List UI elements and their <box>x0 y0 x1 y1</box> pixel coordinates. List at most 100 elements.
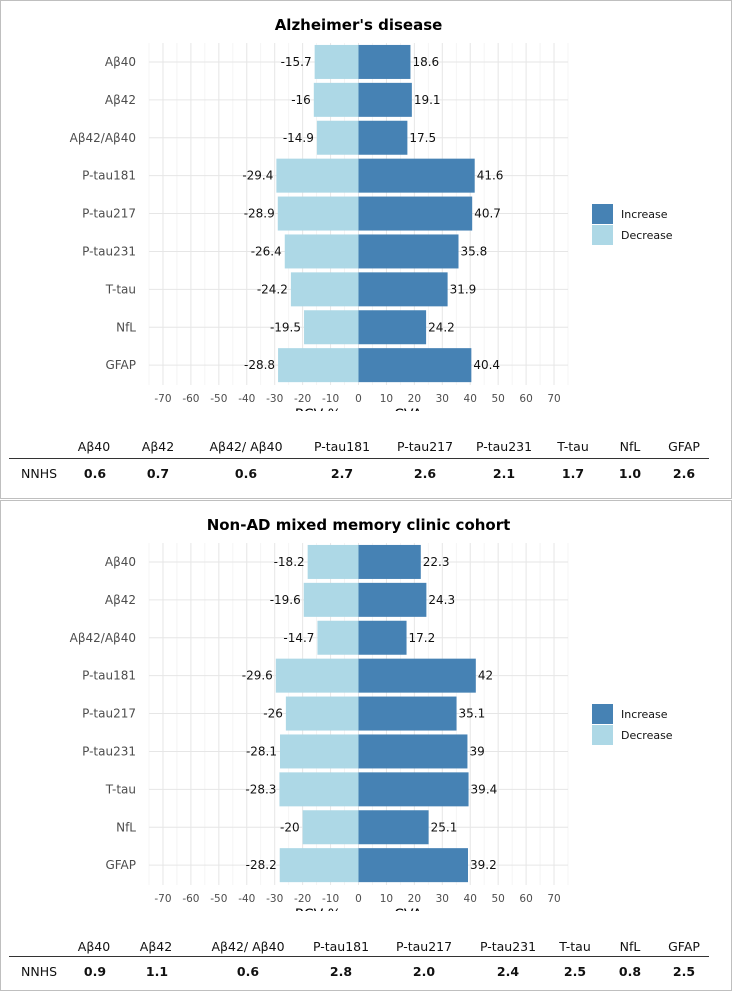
bar-decrease <box>275 658 359 693</box>
nnhs-divider <box>9 458 709 459</box>
x-tick-label: -40 <box>238 393 255 405</box>
data-label-increase: 17.2 <box>409 631 436 645</box>
data-label-decrease: -26 <box>263 707 283 721</box>
nnhs-value-cell: 2.6 <box>672 466 696 481</box>
x-tick-label: 30 <box>436 393 449 405</box>
data-label-increase: 18.6 <box>412 55 439 69</box>
bar-increase <box>358 620 407 655</box>
category-label: P-tau217 <box>82 207 136 221</box>
x-tick-label: 0 <box>355 393 362 405</box>
x-tick-label: 40 <box>464 893 477 905</box>
nnhs-header-cell: P-tau181 <box>313 439 371 454</box>
nnhs-value-cell: 2.1 <box>492 466 516 481</box>
x-tick-label: 70 <box>547 393 560 405</box>
data-label-decrease: -20 <box>280 820 300 834</box>
legend-swatch <box>592 704 613 724</box>
bar-increase <box>358 196 473 231</box>
bar-increase <box>358 234 459 269</box>
nnhs-header-cell: P-tau231 <box>475 439 533 454</box>
bar-increase <box>358 848 468 883</box>
nnhs-header-cell: P-tau181 <box>312 939 370 954</box>
nnhs-value-row: NNHS 0.9 1.1 0.6 2.8 2.0 2.4 2.5 0.8 2.5 <box>1 964 731 982</box>
bar-decrease <box>279 772 359 807</box>
non-ad-chart: Non-AD mixed memory clinic cohort 22.3 -18… <box>70 516 673 911</box>
nnhs-header-cell: P-tau217 <box>395 939 453 954</box>
x-tick-label: -10 <box>322 393 339 405</box>
x-tick-label: 70 <box>547 893 560 905</box>
data-label-decrease: -28.8 <box>244 358 275 372</box>
nnhs-header-cell: GFAP <box>668 939 700 954</box>
category-label: P-tau181 <box>82 169 136 183</box>
x-tick-label: -20 <box>294 393 311 405</box>
bar-decrease <box>316 120 359 155</box>
x-axis-label: RCV %, mean CVA <box>295 407 423 411</box>
nnhs-value-row: NNHS 0.6 0.7 0.6 2.7 2.6 2.1 1.7 1.0 2.6 <box>1 466 731 484</box>
chart-title: Alzheimer's disease <box>275 16 443 34</box>
data-label-decrease: -15.7 <box>281 55 312 69</box>
category-label: Aβ42 <box>105 93 136 107</box>
bar-increase <box>358 44 411 79</box>
nnhs-header-cell: P-tau231 <box>479 939 537 954</box>
nnhs-value-cell: 1.7 <box>561 466 585 481</box>
x-tick-label: 20 <box>408 393 421 405</box>
legend-swatch <box>592 225 613 245</box>
category-label: T-tau <box>105 282 136 296</box>
nnhs-value-cell: 0.9 <box>83 964 107 979</box>
data-label-decrease: -29.4 <box>242 169 273 183</box>
data-label-increase: 24.2 <box>428 320 455 334</box>
bar-decrease <box>304 310 359 345</box>
data-label-increase: 42 <box>478 669 493 683</box>
legend: Increase Decrease <box>592 704 673 745</box>
data-label-increase: 19.1 <box>414 93 441 107</box>
bar-increase <box>358 158 475 193</box>
data-label-decrease: -18.2 <box>274 555 305 569</box>
nnhs-row-label: NNHS <box>21 964 58 979</box>
data-label-increase: 39 <box>469 744 484 758</box>
bar-decrease <box>313 82 359 117</box>
bar-decrease <box>276 158 359 193</box>
x-tick-label: -50 <box>210 393 227 405</box>
bar-decrease <box>317 620 359 655</box>
nnhs-value-cell: 0.6 <box>236 964 260 979</box>
nnhs-header-cell: Aβ40 <box>77 439 111 454</box>
nnhs-value-cell: 0.6 <box>83 466 107 481</box>
category-label: P-tau231 <box>82 744 136 758</box>
nnhs-value-cell: 2.0 <box>412 964 436 979</box>
legend-label: Increase <box>621 708 668 721</box>
x-tick-label: 20 <box>408 893 421 905</box>
data-label-decrease: -28.9 <box>244 207 275 221</box>
x-tick-label: -70 <box>154 893 171 905</box>
x-tick-label: 50 <box>491 893 504 905</box>
x-tick-label: 60 <box>519 893 532 905</box>
nnhs-header-cell: T-tau <box>559 939 591 954</box>
bar-increase <box>358 810 429 845</box>
data-label-increase: 40.4 <box>473 358 500 372</box>
x-tick-label: -60 <box>182 393 199 405</box>
data-label-increase: 35.8 <box>461 244 488 258</box>
x-tick-label: -10 <box>322 893 339 905</box>
x-tick-label: 0 <box>355 893 362 905</box>
data-label-increase: 25.1 <box>431 820 458 834</box>
category-label: Aβ42/Aβ40 <box>70 131 136 145</box>
legend: Increase Decrease <box>592 204 673 245</box>
x-axis-label: RCV %, mean CVA <box>295 907 423 911</box>
nnhs-value-cell: 2.7 <box>330 466 354 481</box>
bar-decrease <box>290 272 359 307</box>
data-label-decrease: -14.7 <box>283 631 314 645</box>
bar-increase <box>358 696 457 731</box>
nnhs-value-cell: 2.6 <box>413 466 437 481</box>
bar-decrease <box>314 44 359 79</box>
category-label: NfL <box>116 320 136 334</box>
data-label-increase: 17.5 <box>409 131 436 145</box>
bar-decrease <box>278 348 359 383</box>
bar-decrease <box>279 848 359 883</box>
data-label-increase: 39.2 <box>470 858 497 872</box>
data-label-decrease: -19.5 <box>270 320 301 334</box>
data-label-increase: 40.7 <box>474 207 501 221</box>
category-label: T-tau <box>105 782 136 796</box>
nnhs-value-cell: 2.4 <box>496 964 520 979</box>
bar-decrease <box>280 734 359 769</box>
non-ad-panel: Non-AD mixed memory clinic cohort 22.3 -18… <box>0 500 732 991</box>
alzheimers-panel: Alzheimer's disease 18.6 -15.7 Aβ40 19.1 -16 A… <box>0 0 732 499</box>
bar-increase <box>358 544 421 579</box>
